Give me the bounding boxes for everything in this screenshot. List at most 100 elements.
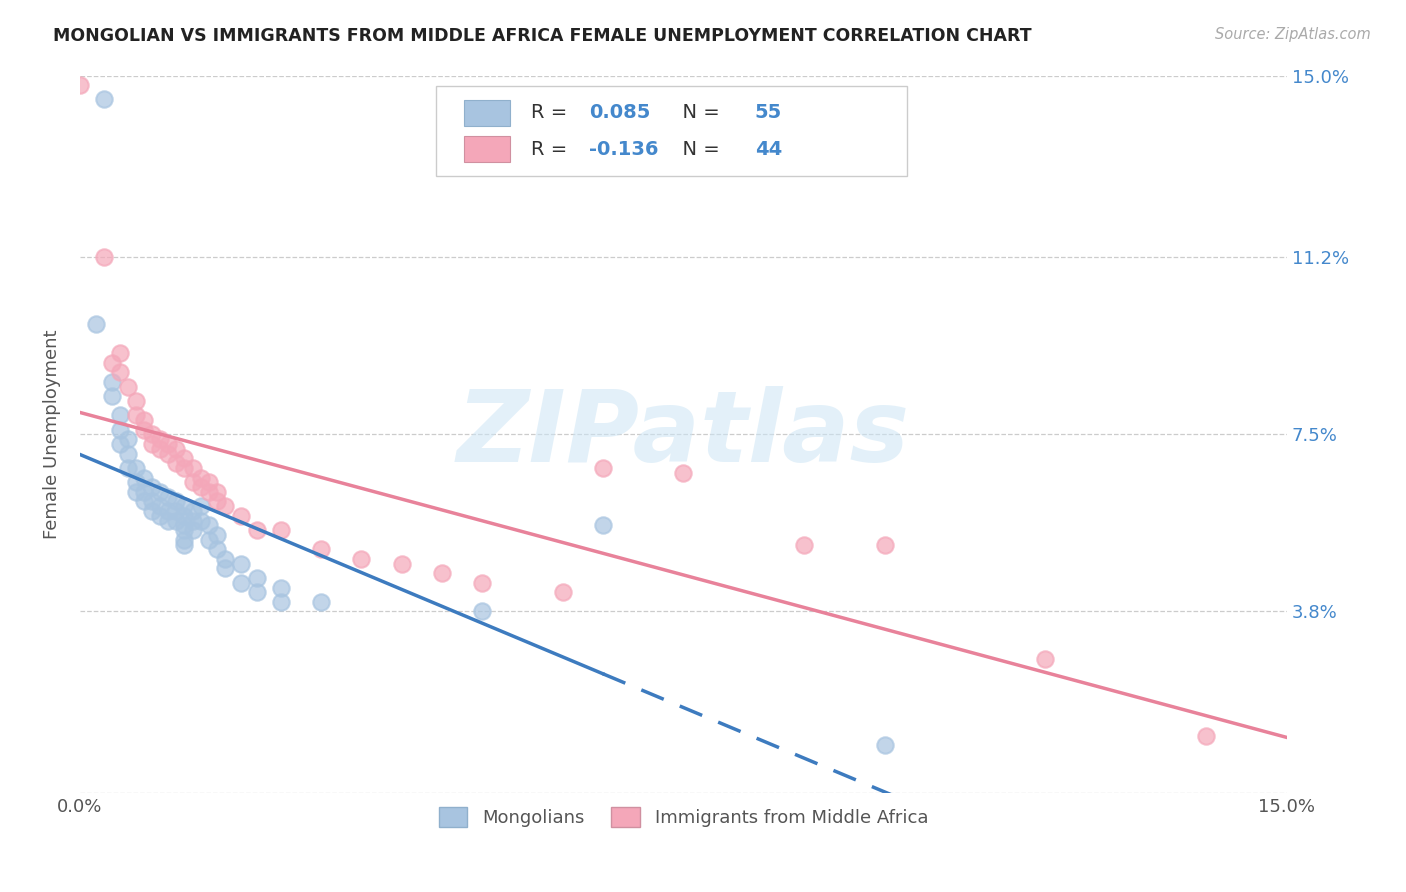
Point [229,508,252,523]
Point [1035,652,1057,666]
FancyBboxPatch shape [436,87,907,176]
Text: R =: R = [531,103,574,122]
Point [270,523,292,537]
Point [125,484,148,499]
Point [165,456,187,470]
Text: 0.085: 0.085 [589,103,651,122]
Point [205,484,228,499]
Point [190,514,212,528]
Point [173,508,195,523]
Point [197,533,219,547]
Point [214,552,236,566]
Text: N =: N = [671,103,725,122]
Point [471,575,494,590]
Point [141,504,163,518]
Text: 55: 55 [755,103,782,122]
Point [101,375,124,389]
Point [141,494,163,508]
Point [134,484,156,499]
Point [197,484,219,499]
Point [149,442,172,456]
Point [125,393,148,408]
Point [190,500,212,514]
Point [93,251,115,265]
Point [165,514,187,528]
Point [551,585,574,599]
Point [205,494,228,508]
Point [214,500,236,514]
Point [117,432,139,446]
Text: -0.136: -0.136 [589,140,658,159]
Point [173,523,195,537]
Point [471,605,494,619]
Point [134,423,156,437]
Point [125,475,148,490]
Point [309,542,332,557]
Point [246,585,269,599]
Point [125,409,148,423]
Bar [464,100,509,126]
Point [190,480,212,494]
Point [350,552,373,566]
Point [229,575,252,590]
Text: MONGOLIAN VS IMMIGRANTS FROM MIDDLE AFRICA FEMALE UNEMPLOYMENT CORRELATION CHART: MONGOLIAN VS IMMIGRANTS FROM MIDDLE AFRI… [53,27,1032,45]
Point [101,389,124,403]
Point [181,504,204,518]
Point [229,557,252,571]
Point [149,508,172,523]
Point [205,542,228,557]
Point [134,470,156,484]
Text: R =: R = [531,140,574,159]
Point [157,514,180,528]
Point [309,595,332,609]
Legend: Mongolians, Immigrants from Middle Africa: Mongolians, Immigrants from Middle Afric… [432,800,935,835]
Text: 44: 44 [755,140,782,159]
Point [134,413,156,427]
Bar [464,136,509,162]
Point [108,346,131,360]
Point [134,494,156,508]
Point [149,432,172,446]
Point [190,470,212,484]
Point [173,537,195,551]
Point [592,461,614,475]
Point [157,490,180,504]
Point [391,557,413,571]
Point [108,409,131,423]
Point [1195,729,1218,743]
Point [149,500,172,514]
Point [793,537,815,551]
Point [108,437,131,451]
Point [108,365,131,379]
Point [181,523,204,537]
Point [270,595,292,609]
Point [117,446,139,460]
Point [157,446,180,460]
Point [157,437,180,451]
Point [165,442,187,456]
Point [165,494,187,508]
Point [181,461,204,475]
Point [125,461,148,475]
Point [173,533,195,547]
Point [173,451,195,466]
Point [205,528,228,542]
Point [430,566,453,581]
Point [108,423,131,437]
Point [197,475,219,490]
Point [270,581,292,595]
Point [117,379,139,393]
Text: N =: N = [671,140,725,159]
Point [181,475,204,490]
Point [173,461,195,475]
Point [181,514,204,528]
Point [246,571,269,585]
Point [157,504,180,518]
Point [141,480,163,494]
Point [149,484,172,499]
Point [101,356,124,370]
Point [141,427,163,442]
Point [93,92,115,106]
Point [69,78,91,92]
Text: Source: ZipAtlas.com: Source: ZipAtlas.com [1215,27,1371,42]
